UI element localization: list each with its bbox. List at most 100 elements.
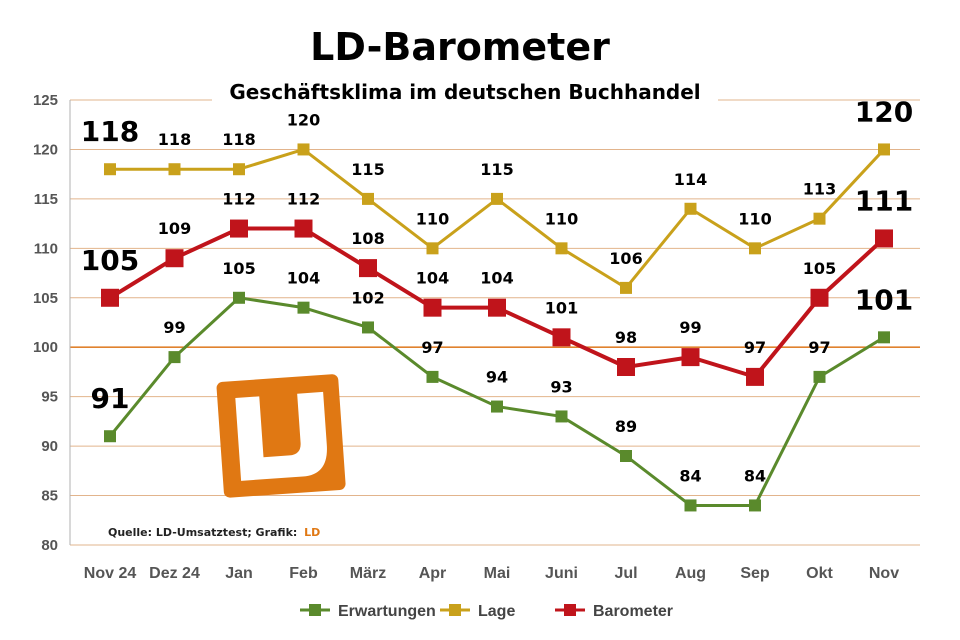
data-point-lage xyxy=(749,242,761,255)
ld-logo-box xyxy=(216,374,346,498)
data-point-barometer xyxy=(101,288,119,307)
data-label-erwartungen: 101 xyxy=(855,283,913,316)
data-label-lage: 118 xyxy=(81,115,139,148)
x-tick-label: Juni xyxy=(545,565,578,582)
y-tick-label: 100 xyxy=(33,339,58,356)
data-point-lage xyxy=(620,281,632,294)
data-point-barometer xyxy=(617,358,635,376)
x-tick-label: März xyxy=(350,565,386,582)
x-tick-label: Dez 24 xyxy=(149,565,200,582)
data-point-erwartungen xyxy=(104,430,116,443)
legend-label: Barometer xyxy=(593,603,673,620)
data-label-lage: 113 xyxy=(803,180,836,199)
legend-item-erwartungen: Erwartungen xyxy=(300,603,436,620)
y-tick-label: 125 xyxy=(33,92,58,109)
data-point-erwartungen xyxy=(878,331,890,344)
data-point-lage xyxy=(168,163,181,176)
x-tick-label: Nov xyxy=(869,565,899,582)
data-point-erwartungen xyxy=(491,400,503,413)
data-label-lage: 118 xyxy=(222,130,255,149)
y-tick-label: 105 xyxy=(33,290,58,307)
data-point-erwartungen xyxy=(813,370,826,383)
series-barometer: 105 109 112 112 108 104 104 101 98 99 97 105 111 xyxy=(81,184,913,386)
gridlines xyxy=(70,99,920,546)
y-axis: 80 85 90 95 100 105 110 115 120 125 xyxy=(33,92,71,554)
x-tick-label: Sep xyxy=(740,565,770,582)
chart-subtitle-box: Geschäftsklima im deutschen Buchhandel xyxy=(212,77,718,105)
data-point-barometer xyxy=(423,298,442,317)
x-tick-label: Nov 24 xyxy=(84,565,137,582)
series-erwartungen: 91 99 105 104 102 97 94 93 89 84 84 97 101 xyxy=(91,259,913,512)
data-label-erwartungen: 97 xyxy=(421,338,443,357)
data-point-lage xyxy=(362,192,374,205)
data-point-barometer xyxy=(165,249,184,268)
data-label-lage: 120 xyxy=(287,110,320,129)
legend-swatch-marker xyxy=(309,604,321,616)
data-point-barometer xyxy=(230,219,248,238)
data-label-erwartungen: 84 xyxy=(679,466,701,485)
data-point-lage xyxy=(491,192,503,205)
legend-item-lage: Lage xyxy=(440,603,515,620)
data-point-barometer xyxy=(875,229,893,248)
x-tick-label: Jul xyxy=(614,565,637,582)
data-point-erwartungen xyxy=(749,499,761,512)
data-point-erwartungen xyxy=(426,370,439,383)
x-axis: Nov 24 Dez 24 Jan Feb März Apr Mai Juni Jul Aug Se… xyxy=(84,565,899,582)
data-point-barometer xyxy=(810,288,829,307)
data-point-lage xyxy=(813,212,826,225)
x-tick-label: Okt xyxy=(806,565,833,582)
data-label-erwartungen: 94 xyxy=(486,368,508,387)
x-tick-label: Feb xyxy=(289,565,318,582)
x-tick-label: Mai xyxy=(484,565,511,582)
data-label-lage: 114 xyxy=(674,170,707,189)
data-point-erwartungen xyxy=(168,351,181,364)
y-tick-label: 80 xyxy=(41,537,58,554)
data-point-lage xyxy=(684,202,697,215)
data-point-lage xyxy=(104,163,116,176)
legend-swatch-marker xyxy=(449,604,461,616)
data-label-barometer: 99 xyxy=(679,318,701,337)
data-label-lage: 106 xyxy=(609,249,642,268)
data-label-erwartungen: 89 xyxy=(615,417,637,436)
data-label-lage: 120 xyxy=(855,95,913,128)
data-label-barometer: 101 xyxy=(545,298,578,317)
chart-subtitle: Geschäftsklima im deutschen Buchhandel xyxy=(229,80,700,104)
source-note-brand: LD xyxy=(304,526,320,539)
y-tick-label: 90 xyxy=(41,438,58,455)
data-point-lage xyxy=(555,242,568,255)
data-point-lage xyxy=(233,163,245,176)
x-tick-label: Aug xyxy=(675,565,706,582)
data-label-erwartungen: 99 xyxy=(163,318,185,337)
data-label-erwartungen: 91 xyxy=(91,382,130,415)
data-label-erwartungen: 105 xyxy=(222,259,255,278)
data-point-barometer xyxy=(488,298,506,317)
series-group: 118 118 1181201151101151101061141101131201… xyxy=(81,95,913,512)
y-tick-label: 115 xyxy=(34,191,58,208)
y-tick-label: 110 xyxy=(34,240,58,257)
y-tick-label: 120 xyxy=(33,141,58,158)
data-point-erwartungen xyxy=(620,450,632,462)
data-label-lage: 110 xyxy=(738,209,771,228)
data-point-erwartungen xyxy=(233,291,245,304)
source-note-text: Quelle: LD-Umsatztest; Grafik: xyxy=(108,526,297,539)
x-tick-label: Apr xyxy=(419,565,447,582)
data-label-barometer: 111 xyxy=(855,184,913,217)
data-label-lage: 110 xyxy=(545,209,578,228)
data-point-erwartungen xyxy=(684,499,697,512)
data-label-erwartungen: 97 xyxy=(808,338,830,357)
data-label-barometer: 112 xyxy=(287,190,320,209)
data-label-erwartungen: 93 xyxy=(550,377,572,396)
legend: Erwartungen Lage Barometer xyxy=(300,603,673,620)
legend-label: Erwartungen xyxy=(338,603,436,620)
legend-label: Lage xyxy=(478,603,515,620)
ld-logo: LD xyxy=(216,374,346,498)
data-label-lage: 110 xyxy=(416,209,449,228)
data-point-erwartungen xyxy=(555,410,568,423)
data-label-barometer: 112 xyxy=(222,190,255,209)
data-label-erwartungen: 102 xyxy=(351,288,384,307)
data-label-barometer: 105 xyxy=(803,259,836,278)
data-label-barometer: 109 xyxy=(158,219,191,238)
data-point-lage xyxy=(426,242,439,255)
data-label-barometer: 108 xyxy=(351,229,384,248)
